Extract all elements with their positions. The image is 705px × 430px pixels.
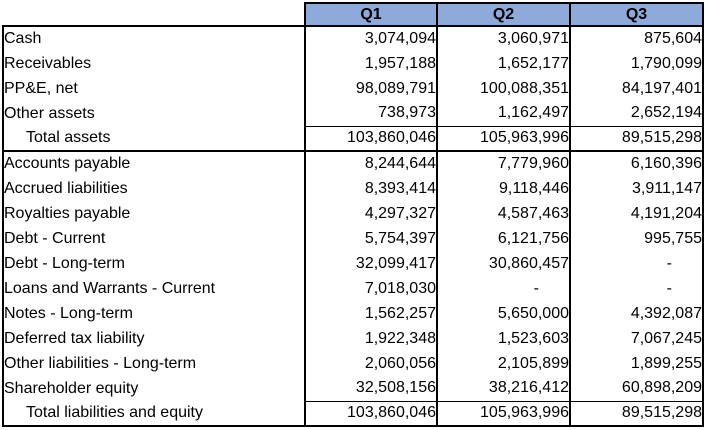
value-q1: 5,754,397 xyxy=(304,226,437,251)
table-row-cash: Cash 3,074,094 3,060,971 875,604 xyxy=(2,25,704,51)
corner-cell xyxy=(3,3,305,26)
table-row-other-assets: Other assets 738,973 1,162,497 2,652,194 xyxy=(2,101,704,126)
table-row-total-liabilities-equity: Total liabilities and equity 103,860,046… xyxy=(2,400,704,427)
value-q2: 38,216,412 xyxy=(436,376,570,401)
value-q1: 8,393,414 xyxy=(304,176,437,201)
value-q1: 103,860,046 xyxy=(304,400,437,427)
row-label: Debt - Current xyxy=(2,226,305,251)
value-q1: 7,018,030 xyxy=(304,276,437,301)
value-q1: 4,297,327 xyxy=(304,201,437,226)
value-q2: 105,963,996 xyxy=(436,125,570,152)
table-row-other-liabilities-long-term: Other liabilities - Long-term 2,060,056 … xyxy=(2,351,704,376)
value-q2: 7,779,960 xyxy=(436,151,570,176)
value-q1: 3,074,094 xyxy=(304,25,437,51)
value-q1: 98,089,791 xyxy=(304,76,437,101)
value-q2: 4,587,463 xyxy=(436,201,570,226)
value-q2: 1,523,603 xyxy=(436,326,570,351)
value-q3: 60,898,209 xyxy=(569,376,704,401)
value-q3: 875,604 xyxy=(569,25,704,51)
value-q3: 1,899,255 xyxy=(569,351,704,376)
value-q1: 738,973 xyxy=(304,101,437,126)
table-row-debt-current: Debt - Current 5,754,397 6,121,756 995,7… xyxy=(2,226,704,251)
value-q2: 5,650,000 xyxy=(436,301,570,326)
column-header-q2: Q2 xyxy=(436,2,571,27)
value-q1: 1,922,348 xyxy=(304,326,437,351)
table-row-deferred-tax-liability: Deferred tax liability 1,922,348 1,523,6… xyxy=(2,326,704,351)
table-row-total-assets: Total assets 103,860,046 105,963,996 89,… xyxy=(2,125,704,152)
table-row-loans-warrants-current: Loans and Warrants - Current 7,018,030 -… xyxy=(2,276,704,301)
value-q2: 1,162,497 xyxy=(436,101,570,126)
row-label: Total assets xyxy=(2,126,305,152)
value-q2: 100,088,351 xyxy=(436,76,570,101)
table-row-debt-long-term: Debt - Long-term 32,099,417 30,860,457 - xyxy=(2,251,704,276)
value-q1: 8,244,644 xyxy=(304,151,437,176)
value-q1: 1,562,257 xyxy=(304,301,437,326)
table-row-ppe-net: PP&E, net 98,089,791 100,088,351 84,197,… xyxy=(2,76,704,101)
row-label: Debt - Long-term xyxy=(2,251,305,276)
table-row-shareholder-equity: Shareholder equity 32,508,156 38,216,412… xyxy=(2,376,704,401)
column-header-q3: Q3 xyxy=(569,2,704,27)
value-q3: 89,515,298 xyxy=(569,400,704,427)
table-row-receivables: Receivables 1,957,188 1,652,177 1,790,09… xyxy=(2,51,704,76)
value-q2: - xyxy=(436,276,570,301)
value-q2: 3,060,971 xyxy=(436,25,570,51)
value-q1: 1,957,188 xyxy=(304,51,437,76)
value-q3: 89,515,298 xyxy=(569,125,704,152)
row-label: Accounts payable xyxy=(2,151,305,176)
value-q3: 6,160,396 xyxy=(569,151,704,176)
row-label: Other assets xyxy=(2,101,305,126)
row-label: Total liabilities and equity xyxy=(2,401,305,427)
value-q3: 1,790,099 xyxy=(569,51,704,76)
row-label: Other liabilities - Long-term xyxy=(2,351,305,376)
value-q2: 1,652,177 xyxy=(436,51,570,76)
row-label: Accrued liabilities xyxy=(2,176,305,201)
value-q2: 30,860,457 xyxy=(436,251,570,276)
row-label: Notes - Long-term xyxy=(2,301,305,326)
value-q2: 9,118,446 xyxy=(436,176,570,201)
row-label: Cash xyxy=(2,25,305,51)
row-label: Royalties payable xyxy=(2,201,305,226)
value-q3: 4,392,087 xyxy=(569,301,704,326)
value-q3: 2,652,194 xyxy=(569,101,704,126)
table-row-notes-long-term: Notes - Long-term 1,562,257 5,650,000 4,… xyxy=(2,301,704,326)
value-q2: 6,121,756 xyxy=(436,226,570,251)
column-header-q1: Q1 xyxy=(304,2,438,27)
value-q2: 105,963,996 xyxy=(436,400,570,427)
table-row-royalties-payable: Royalties payable 4,297,327 4,587,463 4,… xyxy=(2,201,704,226)
value-q3: 84,197,401 xyxy=(569,76,704,101)
value-q3: - xyxy=(569,251,704,276)
value-q1: 32,099,417 xyxy=(304,251,437,276)
header-row: Q1 Q2 Q3 xyxy=(3,2,704,27)
table-row-accrued-liabilities: Accrued liabilities 8,393,414 9,118,446 … xyxy=(2,176,704,201)
value-q3: 3,911,147 xyxy=(569,176,704,201)
value-q2: 2,105,899 xyxy=(436,351,570,376)
table-row-accounts-payable: Accounts payable 8,244,644 7,779,960 6,1… xyxy=(2,151,704,176)
value-q3: 4,191,204 xyxy=(569,201,704,226)
value-q1: 103,860,046 xyxy=(304,125,437,152)
value-q3: - xyxy=(569,276,704,301)
row-label: Loans and Warrants - Current xyxy=(2,276,305,301)
value-q1: 32,508,156 xyxy=(304,376,437,401)
row-label: PP&E, net xyxy=(2,76,305,101)
row-label: Receivables xyxy=(2,51,305,76)
row-label: Deferred tax liability xyxy=(2,326,305,351)
value-q3: 995,755 xyxy=(569,226,704,251)
value-q1: 2,060,056 xyxy=(304,351,437,376)
row-label: Shareholder equity xyxy=(2,376,305,401)
value-q3: 7,067,245 xyxy=(569,326,704,351)
